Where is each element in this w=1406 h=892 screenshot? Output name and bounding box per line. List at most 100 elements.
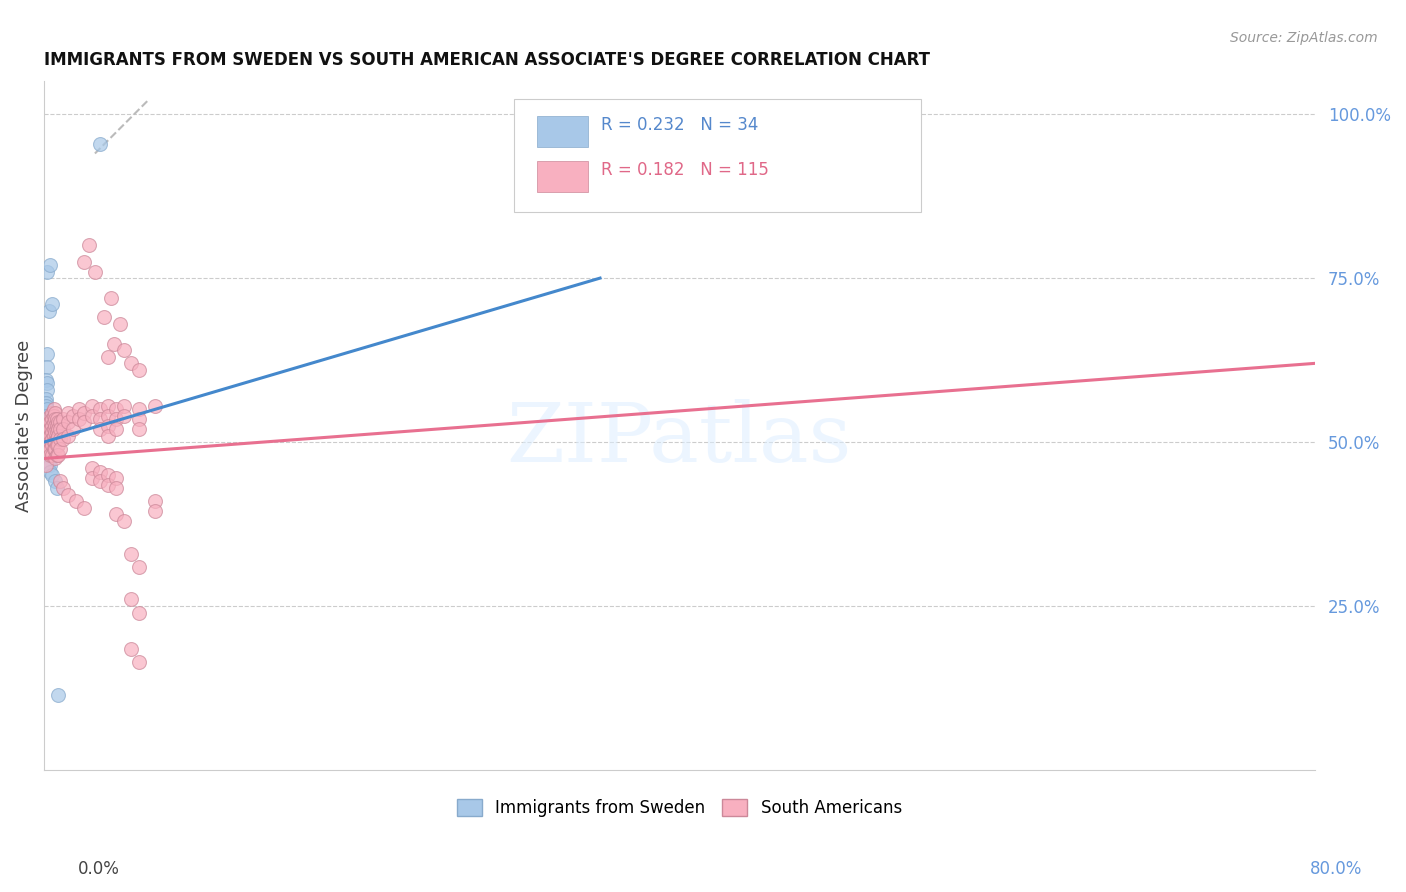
Point <box>73 254 96 268</box>
Point <box>39 409 62 423</box>
Point <box>84 264 107 278</box>
Point <box>38 304 60 318</box>
Point <box>38 455 60 469</box>
Point <box>35 395 58 409</box>
Point <box>104 402 127 417</box>
Point <box>67 412 90 426</box>
Point <box>41 412 63 426</box>
Point <box>77 238 100 252</box>
Point <box>89 465 111 479</box>
Point <box>48 422 70 436</box>
Point <box>45 448 67 462</box>
Point <box>110 317 132 331</box>
Point <box>41 406 63 420</box>
Point <box>38 416 60 430</box>
Point <box>37 442 59 456</box>
Point <box>128 606 150 620</box>
Point <box>45 432 67 446</box>
Text: R = 0.182   N = 115: R = 0.182 N = 115 <box>600 161 769 178</box>
Point <box>37 435 59 450</box>
Point <box>41 425 63 440</box>
Point <box>49 416 72 430</box>
Point <box>48 416 70 430</box>
Point <box>45 425 67 440</box>
Point <box>56 428 79 442</box>
Point <box>41 467 63 482</box>
Point <box>97 467 120 482</box>
Point <box>89 422 111 436</box>
Point <box>37 376 59 390</box>
Point <box>37 264 59 278</box>
Point <box>103 336 125 351</box>
Point <box>35 373 58 387</box>
Point <box>37 442 59 456</box>
Point <box>143 399 166 413</box>
Point <box>48 688 70 702</box>
Point <box>44 418 66 433</box>
Point <box>104 471 127 485</box>
Point <box>44 475 66 489</box>
Point <box>56 406 79 420</box>
FancyBboxPatch shape <box>537 161 588 192</box>
Point <box>39 458 62 472</box>
Point <box>39 442 62 456</box>
Point <box>35 392 58 407</box>
Point <box>37 359 59 374</box>
Point <box>39 448 62 462</box>
Point <box>45 418 67 433</box>
Point <box>89 475 111 489</box>
Point <box>44 412 66 426</box>
Point <box>104 507 127 521</box>
Point <box>80 399 103 413</box>
Text: 80.0%: 80.0% <box>1309 860 1362 878</box>
Point <box>73 416 96 430</box>
Text: R = 0.232   N = 34: R = 0.232 N = 34 <box>600 116 758 134</box>
Point <box>37 422 59 436</box>
Point <box>35 458 58 472</box>
Point <box>44 406 66 420</box>
Point <box>56 416 79 430</box>
Point <box>89 412 111 426</box>
Point <box>97 477 120 491</box>
Point <box>41 297 63 311</box>
Point <box>67 402 90 417</box>
Point <box>112 409 135 423</box>
Point <box>35 418 58 433</box>
Point <box>52 481 75 495</box>
Point <box>48 438 70 452</box>
Point <box>112 343 135 358</box>
Point <box>128 412 150 426</box>
Point <box>112 514 135 528</box>
Point <box>41 438 63 452</box>
Point <box>44 442 66 456</box>
Point <box>121 547 143 561</box>
Point <box>38 435 60 450</box>
Point <box>39 435 62 450</box>
Point <box>42 442 65 456</box>
FancyBboxPatch shape <box>515 98 921 212</box>
Point <box>38 422 60 436</box>
Point <box>37 422 59 436</box>
Point <box>44 435 66 450</box>
Point <box>45 438 67 452</box>
Point <box>121 641 143 656</box>
Point <box>128 655 150 669</box>
Point <box>62 422 84 436</box>
Point <box>128 422 150 436</box>
Point <box>56 487 79 501</box>
Point <box>37 432 59 446</box>
Text: 0.0%: 0.0% <box>77 860 120 878</box>
Point <box>73 500 96 515</box>
Point <box>39 465 62 479</box>
Point <box>128 363 150 377</box>
Point <box>97 350 120 364</box>
Point <box>45 481 67 495</box>
Text: IMMIGRANTS FROM SWEDEN VS SOUTH AMERICAN ASSOCIATE'S DEGREE CORRELATION CHART: IMMIGRANTS FROM SWEDEN VS SOUTH AMERICAN… <box>44 51 931 69</box>
Point <box>104 422 127 436</box>
Point <box>65 494 87 508</box>
Point <box>41 418 63 433</box>
Point <box>42 402 65 417</box>
Point <box>49 475 72 489</box>
Point <box>80 471 103 485</box>
FancyBboxPatch shape <box>537 116 588 147</box>
